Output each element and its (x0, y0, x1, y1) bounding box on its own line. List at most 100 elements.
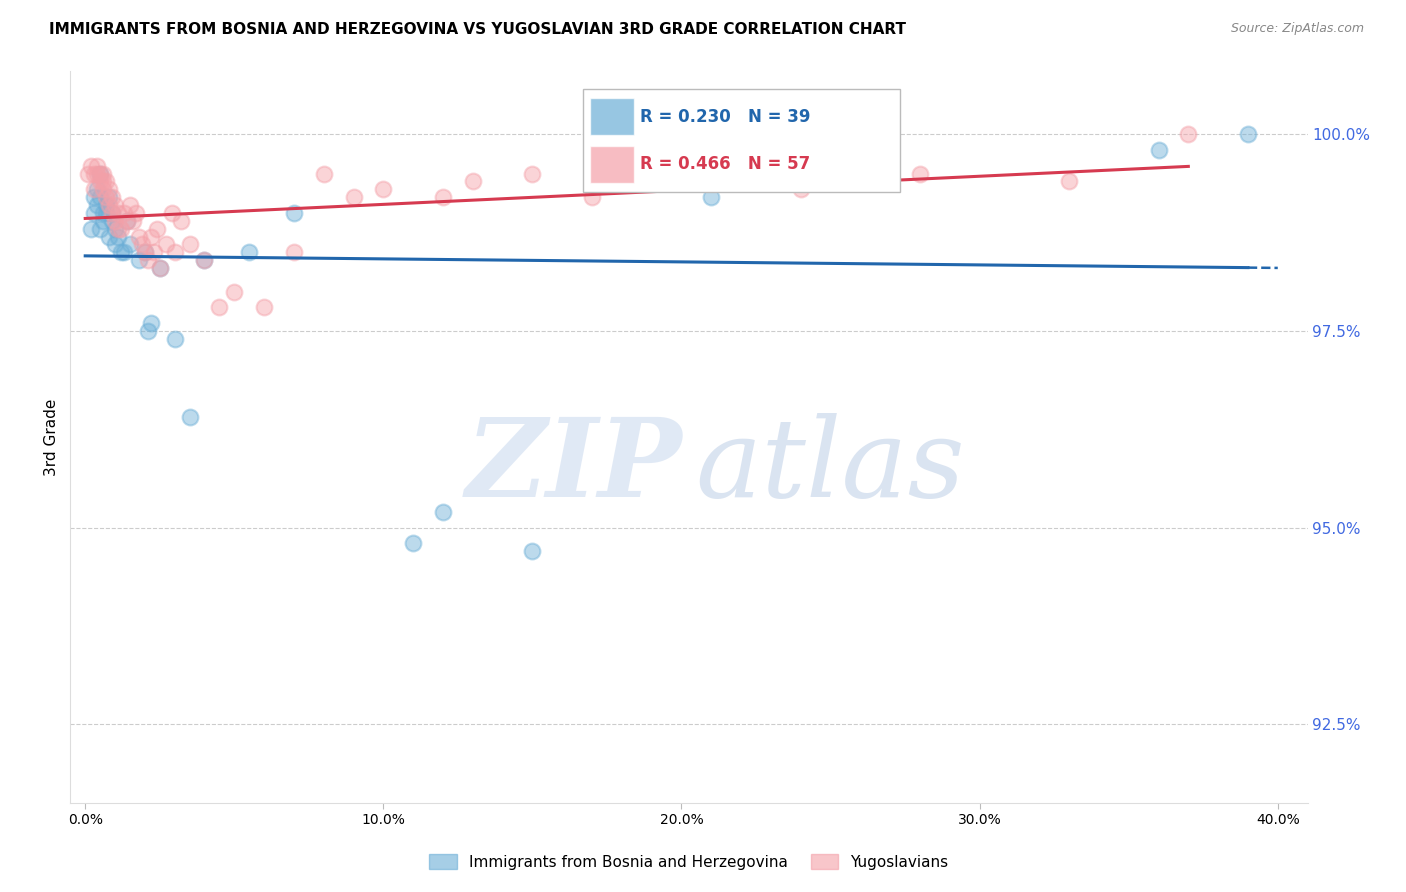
Point (193, 253, 215, 268)
Point (89, 174, 111, 188)
Point (98, 229, 121, 244)
Text: atlas: atlas (695, 413, 965, 520)
Point (700, 190, 723, 204)
Point (115, 214, 138, 228)
Point (522, 544, 544, 558)
Point (179, 237, 201, 252)
Point (110, 245, 132, 260)
Point (86, 198, 108, 212)
Point (122, 214, 145, 228)
Point (169, 214, 191, 228)
Point (107, 206, 129, 220)
Point (86, 182, 108, 196)
Point (179, 410, 201, 425)
Point (83, 167, 105, 181)
Point (163, 332, 186, 346)
Point (581, 190, 603, 204)
Point (83, 190, 105, 204)
Point (94, 198, 117, 212)
Point (142, 245, 165, 260)
Point (163, 245, 186, 260)
Point (193, 253, 215, 268)
Point (80, 221, 103, 235)
Text: IMMIGRANTS FROM BOSNIA AND HERZEGOVINA VS YUGOSLAVIAN 3RD GRADE CORRELATION CHAR: IMMIGRANTS FROM BOSNIA AND HERZEGOVINA V… (49, 22, 907, 37)
Point (283, 245, 305, 260)
Point (1057, 174, 1080, 188)
Point (101, 206, 124, 220)
Point (101, 190, 124, 204)
Point (107, 229, 129, 244)
Point (107, 221, 129, 235)
Point (89, 167, 111, 181)
Point (131, 237, 153, 252)
FancyBboxPatch shape (583, 89, 900, 192)
Point (155, 237, 177, 252)
Point (101, 206, 124, 220)
Point (94, 190, 117, 204)
Point (104, 237, 127, 252)
Point (283, 206, 305, 220)
Point (238, 245, 260, 260)
Point (125, 206, 148, 220)
Point (432, 505, 454, 519)
Y-axis label: 3rd Grade: 3rd Grade (44, 399, 59, 475)
Point (91, 174, 114, 188)
Point (86, 167, 108, 181)
Point (83, 182, 105, 196)
Point (98, 182, 121, 196)
Point (83, 206, 105, 220)
Text: ZIP: ZIP (467, 413, 683, 520)
Point (118, 198, 141, 212)
Point (101, 214, 124, 228)
FancyBboxPatch shape (591, 145, 634, 183)
Point (112, 206, 135, 220)
Point (104, 221, 127, 235)
Point (149, 260, 172, 275)
Point (91, 182, 114, 196)
Point (224, 285, 246, 299)
Point (98, 198, 121, 212)
Point (522, 167, 544, 181)
Point (342, 190, 364, 204)
Legend: Immigrants from Bosnia and Herzegovina, Yugoslavians: Immigrants from Bosnia and Herzegovina, … (423, 847, 955, 876)
Point (77, 167, 100, 181)
Point (134, 245, 156, 260)
Point (80, 159, 103, 173)
Point (98, 190, 121, 204)
Point (128, 229, 150, 244)
Point (136, 253, 159, 268)
Point (134, 245, 156, 260)
Point (312, 167, 335, 181)
Point (432, 190, 454, 204)
Point (160, 206, 183, 220)
Point (104, 214, 127, 228)
Point (136, 324, 159, 338)
Point (253, 301, 276, 315)
Point (91, 167, 114, 181)
Point (402, 536, 425, 550)
Text: Source: ZipAtlas.com: Source: ZipAtlas.com (1230, 22, 1364, 36)
Point (91, 214, 114, 228)
Point (89, 190, 111, 204)
Point (145, 221, 167, 235)
Point (89, 167, 111, 181)
Text: R = 0.466   N = 57: R = 0.466 N = 57 (641, 155, 811, 173)
Point (139, 316, 162, 330)
Point (139, 229, 162, 244)
Text: R = 0.230   N = 39: R = 0.230 N = 39 (641, 108, 811, 126)
Point (91, 206, 114, 220)
Point (908, 167, 931, 181)
Point (89, 221, 111, 235)
Point (671, 159, 693, 173)
Point (208, 301, 231, 315)
Point (104, 198, 127, 212)
Point (128, 253, 150, 268)
Point (1237, 128, 1260, 142)
Point (149, 260, 172, 275)
Point (94, 206, 117, 220)
Point (461, 174, 484, 188)
Point (115, 214, 138, 228)
Point (1177, 128, 1199, 142)
Point (94, 174, 117, 188)
Point (112, 245, 135, 260)
